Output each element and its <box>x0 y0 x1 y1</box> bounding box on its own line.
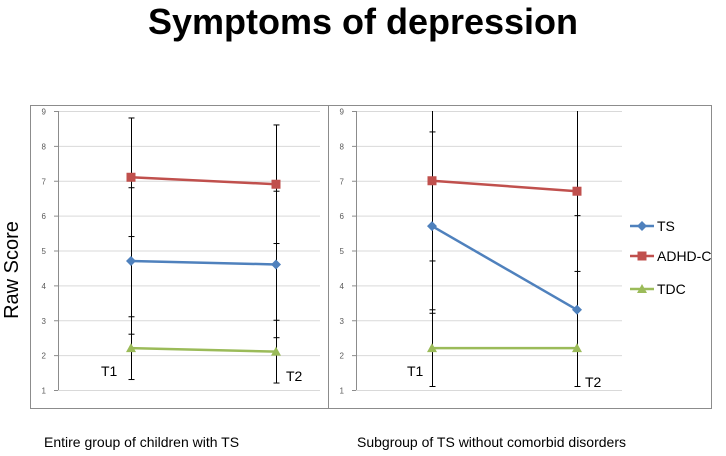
y-tick-label: 4 <box>42 282 47 291</box>
y-tick-label: 7 <box>340 177 345 186</box>
y-tick-label: 7 <box>42 177 47 186</box>
series-line-ts <box>431 225 578 311</box>
y-tick-label: 3 <box>42 317 47 326</box>
legend: TS ADHD-C TDC <box>630 218 711 297</box>
y-axis-label: Raw Score <box>1 221 23 319</box>
y-tick-label: 9 <box>340 108 345 117</box>
chart-frame-2 <box>328 105 712 409</box>
y-tick-label: 6 <box>42 212 47 221</box>
y-tick-label: 4 <box>340 282 345 291</box>
series-line-tdc <box>130 346 277 353</box>
point-ts <box>427 221 437 232</box>
x-label-t2: T2 <box>286 368 303 384</box>
y-tick-label: 1 <box>340 387 345 396</box>
legend-marker-ts <box>637 221 647 231</box>
point-tdc <box>126 343 136 353</box>
y-tick-label: 8 <box>340 142 345 151</box>
point-adhd-c <box>572 186 582 196</box>
legend-marker-tdc <box>637 284 647 293</box>
caption-entire-group: Entire group of children with TS <box>44 434 240 450</box>
point-tdc <box>572 343 582 353</box>
chart-frame-1 <box>30 105 329 409</box>
series-line-adhd-c <box>431 179 578 193</box>
legend-label-adhd-c: ADHD-C <box>657 248 711 264</box>
point-adhd-c <box>271 179 281 189</box>
series-line-adhd-c <box>130 176 277 186</box>
point-ts <box>271 259 281 270</box>
y-tick-label: 6 <box>340 212 345 221</box>
y-tick-label: 9 <box>42 108 47 117</box>
y-tick-label: 8 <box>42 142 47 151</box>
point-ts <box>572 304 582 315</box>
point-tdc <box>271 346 281 356</box>
panel-entire-group: 1 2 3 4 5 6 7 8 9 T1 T2 <box>42 108 320 396</box>
point-adhd-c <box>126 172 136 182</box>
point-tdc <box>427 343 437 353</box>
y-tick-label: 5 <box>340 247 345 256</box>
point-ts <box>126 255 136 266</box>
y-tick-label: 5 <box>42 247 47 256</box>
point-adhd-c <box>427 176 437 186</box>
y-tick-label: 2 <box>340 352 345 361</box>
legend-label-tdc: TDC <box>657 281 686 297</box>
x-label-t2: T2 <box>585 374 602 390</box>
y-tick-label: 3 <box>340 317 345 326</box>
x-label-t1: T1 <box>407 363 424 379</box>
y-tick-label: 1 <box>42 387 47 396</box>
chart-title: Symptoms of depression <box>147 1 579 42</box>
x-label-t1: T1 <box>101 363 118 379</box>
series-line-ts <box>130 259 277 266</box>
legend-marker-adhd-c <box>637 251 647 261</box>
legend-label-ts: TS <box>657 218 675 234</box>
caption-subgroup: Subgroup of TS without comorbid disorder… <box>357 434 626 450</box>
panel-subgroup: 1 2 3 4 5 6 7 8 9 T1 T2 <box>340 108 622 396</box>
y-tick-label: 2 <box>42 352 47 361</box>
